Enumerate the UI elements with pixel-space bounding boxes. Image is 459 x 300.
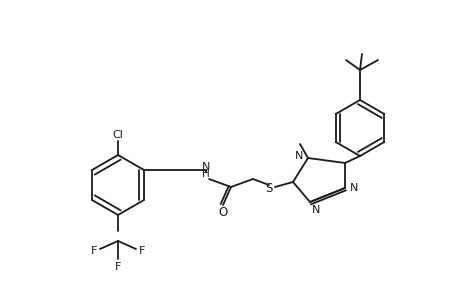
Text: F: F <box>139 246 145 256</box>
Text: F: F <box>115 262 121 272</box>
Text: N: N <box>294 151 302 161</box>
Text: N: N <box>349 183 358 193</box>
Text: Cl: Cl <box>112 130 123 140</box>
Text: O: O <box>218 206 227 220</box>
Text: H: H <box>202 169 209 179</box>
Text: S: S <box>265 182 272 194</box>
Text: N: N <box>311 205 319 215</box>
Text: N: N <box>202 162 210 172</box>
Text: F: F <box>90 246 97 256</box>
